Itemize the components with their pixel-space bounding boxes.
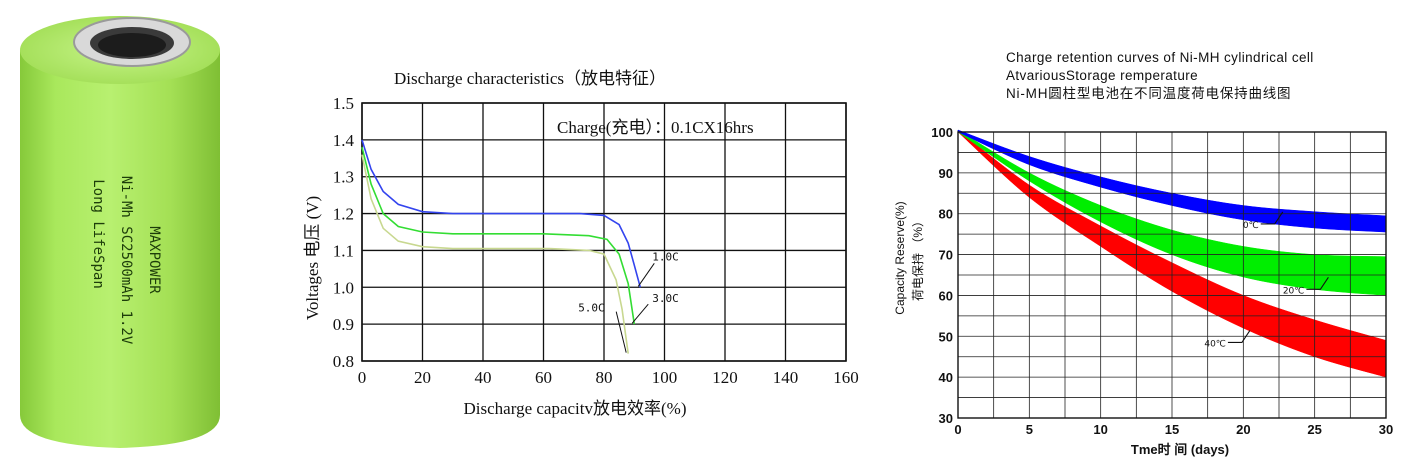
retention-series-labels: 0℃ 20℃ 40℃ [1204,211,1329,349]
discharge-y-tick: 0.9 [333,315,354,334]
retention-title-line-1: Charge retention curves of Ni-MH cylindr… [1006,50,1314,65]
battery-cell-image: MAXPOWER Ni-Mh SC2500mAh 1.2V Long LifeS… [20,16,220,448]
discharge-y-tick: 1.4 [333,131,355,150]
discharge-y-tick: 1.5 [333,94,354,113]
discharge-x-tick: 140 [773,368,799,387]
retention-plot-frame [957,131,1387,419]
discharge-leader-5-0c [615,311,627,353]
retention-leader-0 [1260,211,1284,225]
discharge-x-label: Discharge capacitv放电效率(%) [464,399,687,418]
retention-y-tick: 40 [939,370,953,385]
battery-brand: MAXPOWER [146,226,162,294]
retention-y-tick: 80 [939,207,953,222]
retention-x-tick: 25 [1307,422,1321,437]
discharge-leader-3-0c [631,303,649,324]
discharge-series-label-3-0c: 3.0C [652,292,679,305]
discharge-grid [361,102,847,362]
retention-x-tick: 10 [1093,422,1107,437]
discharge-plot-frame [361,102,847,362]
retention-chart: 0 5 10 15 20 25 30 30 40 50 60 70 80 90 100 0℃ 20℃ 40℃ C… [893,50,1393,457]
retention-y-tick: 60 [939,288,953,303]
retention-y-label: Capacity Reserve(%) [893,201,907,314]
discharge-chart: 1.0C 3.0C 5.0C 0 20 40 60 80 100 120 140 160 0.8 0.9… [303,69,859,418]
retention-ticks: 0 5 10 15 20 25 30 30 40 50 60 70 80 90 100 [931,125,1393,437]
retention-title-line-3: Ni-MH圆柱型电池在不同温度荷电保持曲线图 [1006,86,1291,101]
discharge-x-tick: 160 [833,368,859,387]
retention-title-line-2: AtvariousStorage remperature [1006,68,1198,83]
battery-model: Ni-Mh SC2500mAh 1.2V [118,176,134,345]
retention-x-tick: 15 [1165,422,1179,437]
discharge-x-tick: 0 [358,368,367,387]
retention-x-label: Tme时 间 (days) [1131,442,1229,457]
discharge-y-tick: 1.0 [333,278,354,297]
discharge-y-tick: 1.2 [333,205,354,224]
discharge-line-5-0c [361,154,629,354]
retention-x-tick: 30 [1379,422,1393,437]
retention-y-tick: 100 [931,125,953,140]
discharge-x-tick: 100 [652,368,678,387]
discharge-annotation: Charge(充电）：0.1CX16hrs [557,118,754,137]
discharge-y-label: Voltages 电压 (V) [303,196,322,320]
discharge-series-label-5-0c: 5.0C [578,302,605,315]
retention-x-tick: 0 [954,422,961,437]
retention-series-label-40: 40℃ [1204,339,1226,349]
retention-x-tick: 20 [1236,422,1250,437]
discharge-y-tick: 1.3 [333,168,354,187]
discharge-x-tick: 60 [535,368,552,387]
discharge-series-label-1-0c: 1.0C [652,250,679,263]
retention-y-tick: 50 [939,329,953,344]
discharge-x-tick: 40 [475,368,492,387]
discharge-x-tick: 120 [712,368,738,387]
discharge-title: Discharge characteristics（放电特征） [394,69,666,88]
retention-series-label-0: 0℃ [1243,221,1259,231]
retention-leader-40 [1227,330,1251,343]
discharge-line-1-0c [361,139,642,288]
battery-tagline: Long LifeSpan [90,179,106,289]
discharge-ticks: 0 20 40 60 80 100 120 140 160 0.8 0.9 1.0 1.1 1.2 1.3 1… [333,94,859,387]
retention-y-label-cn: 荷电保持 （%） [910,215,925,301]
discharge-y-tick: 1.1 [333,241,354,260]
discharge-series: 1.0C 3.0C 5.0C [361,139,679,354]
discharge-leader-1-0c [637,263,655,287]
discharge-line-3-0c [361,147,636,325]
retention-leader-20 [1306,276,1329,290]
discharge-x-tick: 20 [414,368,431,387]
discharge-x-tick: 80 [596,368,613,387]
retention-grid [957,131,1387,419]
discharge-y-tick: 0.8 [333,352,354,371]
retention-y-tick: 70 [939,248,953,263]
retention-y-tick: 90 [939,166,953,181]
retention-x-tick: 5 [1026,422,1033,437]
retention-y-tick: 30 [939,411,953,426]
retention-series-label-20: 20℃ [1283,286,1305,296]
